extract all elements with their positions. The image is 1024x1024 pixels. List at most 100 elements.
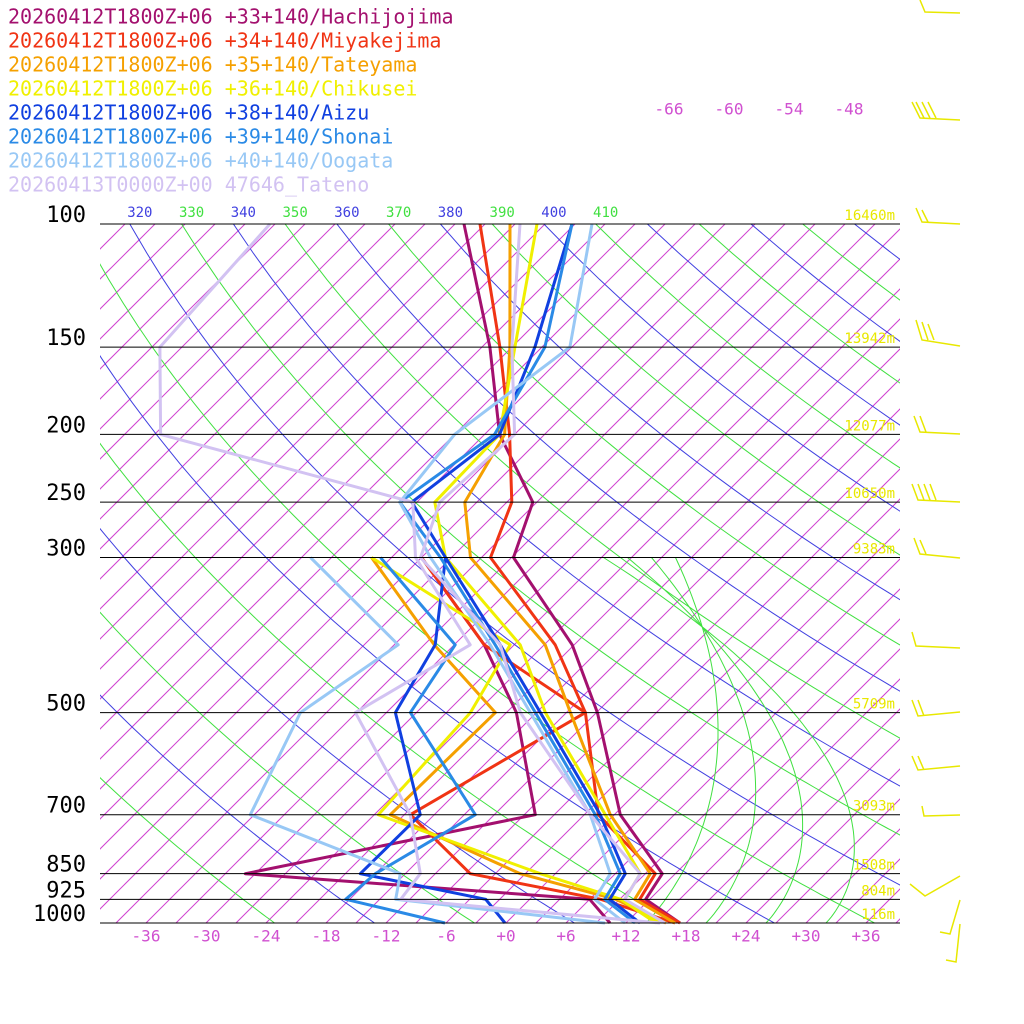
theta-label: 370 [386, 205, 411, 221]
isotherm [100, 224, 756, 880]
wind-barb [911, 483, 961, 503]
x-tick-label: -36 [132, 927, 161, 946]
height-label: 5709m [853, 697, 895, 713]
wind-barb [911, 631, 961, 649]
isotherm-label: -66 [655, 100, 684, 119]
isotherm [100, 224, 516, 640]
isotherm [100, 224, 546, 670]
wind-barbs [909, 0, 961, 963]
x-tick-label: +12 [612, 927, 641, 946]
pressure-label: 150 [46, 326, 86, 351]
dry-adiabat [802, 224, 900, 301]
pressure-label: 925 [46, 878, 86, 903]
x-tick-label: +24 [732, 927, 761, 946]
pressure-label: 100 [46, 203, 86, 228]
x-tick-label: +18 [672, 927, 701, 946]
isotherm [325, 348, 900, 923]
temperature-trace [419, 223, 666, 925]
isotherm [355, 378, 900, 923]
isotherm [745, 768, 900, 923]
height-label: 1508m [853, 858, 895, 874]
legend-entry: 20260412T1800Z+06 +40+140/Oogata [8, 149, 393, 173]
isotherm [100, 224, 666, 790]
wind-barb [913, 415, 961, 435]
theta-label: 360 [334, 205, 359, 221]
isotherm [205, 228, 900, 923]
dry-adiabat [440, 224, 900, 601]
pressure-label: 500 [46, 692, 86, 717]
dewpoint-trace [158, 223, 661, 925]
isotherm [235, 258, 900, 923]
isotherm [100, 224, 636, 760]
wind-barb [919, 0, 961, 14]
dry-adiabat [595, 224, 900, 469]
legend-entry: 20260412T1800Z+06 +33+140/Hachijojima [8, 5, 454, 29]
theta-label: 320 [127, 205, 152, 221]
moist-adiabat [627, 557, 804, 923]
height-label: 9383m [853, 542, 895, 558]
x-tick-label: -12 [372, 927, 401, 946]
x-tick-label: +36 [852, 927, 881, 946]
height-label: 16460m [844, 208, 895, 224]
isotherm [445, 468, 900, 923]
trace-layer [158, 223, 681, 925]
isotherm [475, 498, 900, 923]
height-label: 3093m [853, 799, 895, 815]
isotherm [986, 224, 1024, 923]
isotherm [100, 224, 306, 430]
wind-barb [911, 101, 961, 121]
pressure-label: 1000 [33, 902, 86, 927]
legend-entry: 20260412T1800Z+06 +35+140/Tateyama [8, 53, 417, 77]
temperature-trace [462, 223, 681, 925]
isotherm [100, 224, 186, 310]
isotherm [100, 224, 216, 340]
height-label: 10650m [844, 486, 895, 502]
wind-barb [921, 805, 961, 817]
dry-adiabat [647, 224, 900, 426]
wind-barb [915, 207, 961, 225]
isotherm [100, 224, 576, 700]
wind-barb [913, 537, 961, 559]
dry-adiabat [854, 224, 900, 260]
isotherm-label: -60 [715, 100, 744, 119]
dry-adiabat [750, 224, 900, 342]
dry-adiabat [100, 777, 275, 923]
isotherm [565, 588, 900, 923]
isotherm [535, 558, 900, 923]
isotherm [100, 224, 366, 490]
isotherm [625, 648, 900, 923]
legend-entry: 20260412T1800Z+06 +39+140/Shonai [8, 125, 393, 149]
moist-adiabat [651, 557, 757, 923]
theta-label: 380 [438, 205, 463, 221]
isotherm [595, 618, 900, 923]
height-label: 12077m [844, 418, 895, 434]
theta-label: 400 [541, 205, 566, 221]
isotherm [655, 678, 900, 923]
pressure-label: 300 [46, 537, 86, 562]
isotherm [265, 288, 900, 923]
height-label: 804m [861, 883, 895, 899]
isotherm [775, 798, 900, 923]
isotherm [100, 224, 336, 460]
height-label: 13942m [844, 331, 895, 347]
x-tick-label: -30 [192, 927, 221, 946]
legend-entry: 20260413T0000Z+00 47646_Tateno [8, 173, 369, 197]
isotherm [100, 224, 696, 820]
wind-barb [911, 755, 961, 771]
legend-entry: 20260412T1800Z+06 +36+140/Chikusei [8, 77, 417, 101]
dry-adiabat [100, 527, 575, 923]
x-tick-label: +30 [792, 927, 821, 946]
moist-adiabat [603, 557, 855, 923]
wind-barb [939, 899, 961, 963]
wind-barb [909, 875, 961, 897]
isotherm [100, 224, 276, 400]
wind-barb [915, 319, 961, 347]
theta-label: 350 [282, 205, 307, 221]
pressure-label: 850 [46, 853, 86, 878]
isotherm [115, 224, 816, 923]
isotherm [895, 918, 900, 923]
isotherm [100, 224, 396, 520]
dewpoint-trace [370, 556, 657, 925]
x-tick-label: -6 [436, 927, 455, 946]
